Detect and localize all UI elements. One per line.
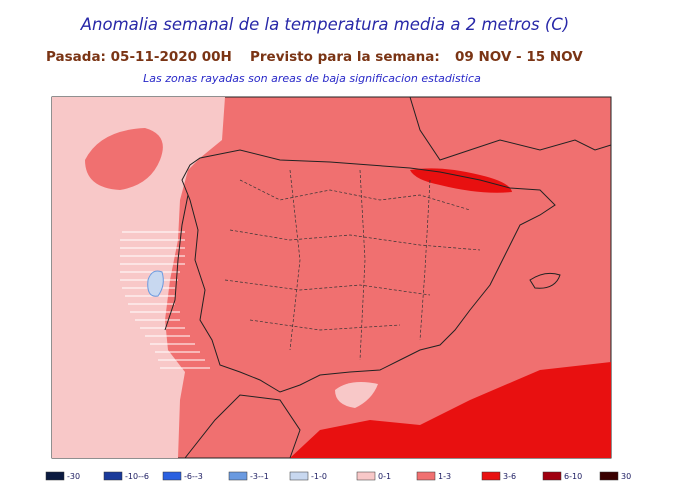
legend-label: -3--1	[250, 472, 269, 481]
legend-label: -30	[67, 472, 80, 481]
portugal-coast	[164, 194, 189, 331]
title: Anomalia semanal de la temperatura media…	[80, 15, 570, 34]
legend-swatch	[599, 471, 619, 481]
legend-swatch	[103, 471, 123, 481]
france-coast	[409, 96, 612, 161]
legend-label: -6--3	[184, 472, 203, 481]
zone-3-6-south	[290, 362, 611, 458]
zone-0-1-west	[52, 97, 225, 458]
zone-0-1-south	[335, 382, 378, 408]
zone-1-3-atlantic	[85, 128, 163, 190]
legend-swatch	[228, 471, 248, 481]
iberia-coast	[181, 149, 556, 393]
legend-label: 0-1	[378, 472, 391, 481]
legend-swatch	[481, 471, 501, 481]
africa-coast	[184, 394, 301, 459]
zone-3-6-north	[410, 168, 512, 193]
forecast-period: 09 NOV - 15 NOV	[455, 49, 583, 65]
legend-label: -1-0	[311, 472, 327, 481]
run-date: Pasada: 05-11-2020 00H	[46, 49, 232, 65]
note: Las zonas rayadas son areas de baja sign…	[143, 72, 481, 85]
map	[51, 96, 612, 459]
legend-swatch	[416, 471, 436, 481]
legend-swatch	[289, 471, 309, 481]
legend-label: 30	[621, 472, 631, 481]
legend-swatch	[162, 471, 182, 481]
forecast-label: Previsto para la semana:	[250, 49, 440, 65]
legend-label: 6-10	[564, 472, 582, 481]
mallorca	[529, 272, 561, 289]
legend-label: -10--6	[125, 472, 149, 481]
zone-minus1-0	[147, 270, 164, 297]
legend: -30 -10--6 -6--3 -3--1 -1-0 0-1 1-3 3-6 6-10 30	[45, 471, 631, 481]
legend-swatch	[356, 471, 376, 481]
legend-swatch	[542, 471, 562, 481]
legend-label: 1-3	[438, 472, 451, 481]
province-borders	[224, 169, 481, 361]
legend-label: 3-6	[503, 472, 516, 481]
legend-swatch	[45, 471, 65, 481]
